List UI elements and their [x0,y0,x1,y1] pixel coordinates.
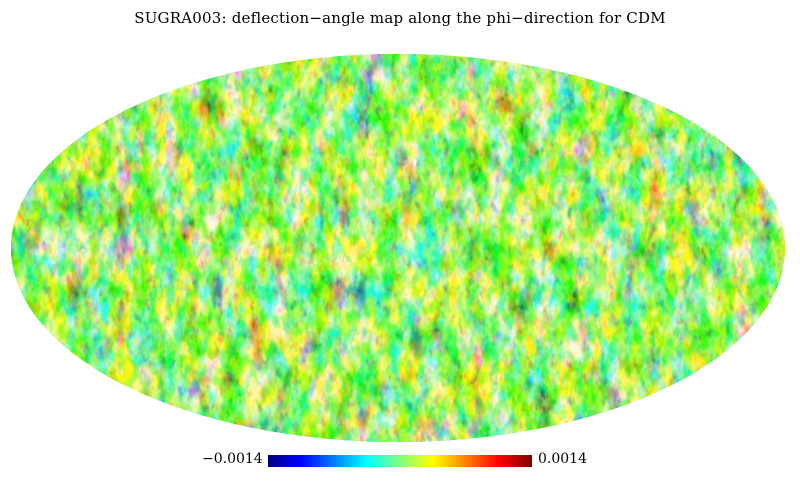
figure-title: SUGRA003: deflection−angle map along the… [134,9,666,27]
colorbar-max-label: 0.0014 [538,451,587,467]
colorbar [268,455,532,467]
colorbar-min-label: −0.0014 [202,451,263,467]
map-field [11,54,785,442]
